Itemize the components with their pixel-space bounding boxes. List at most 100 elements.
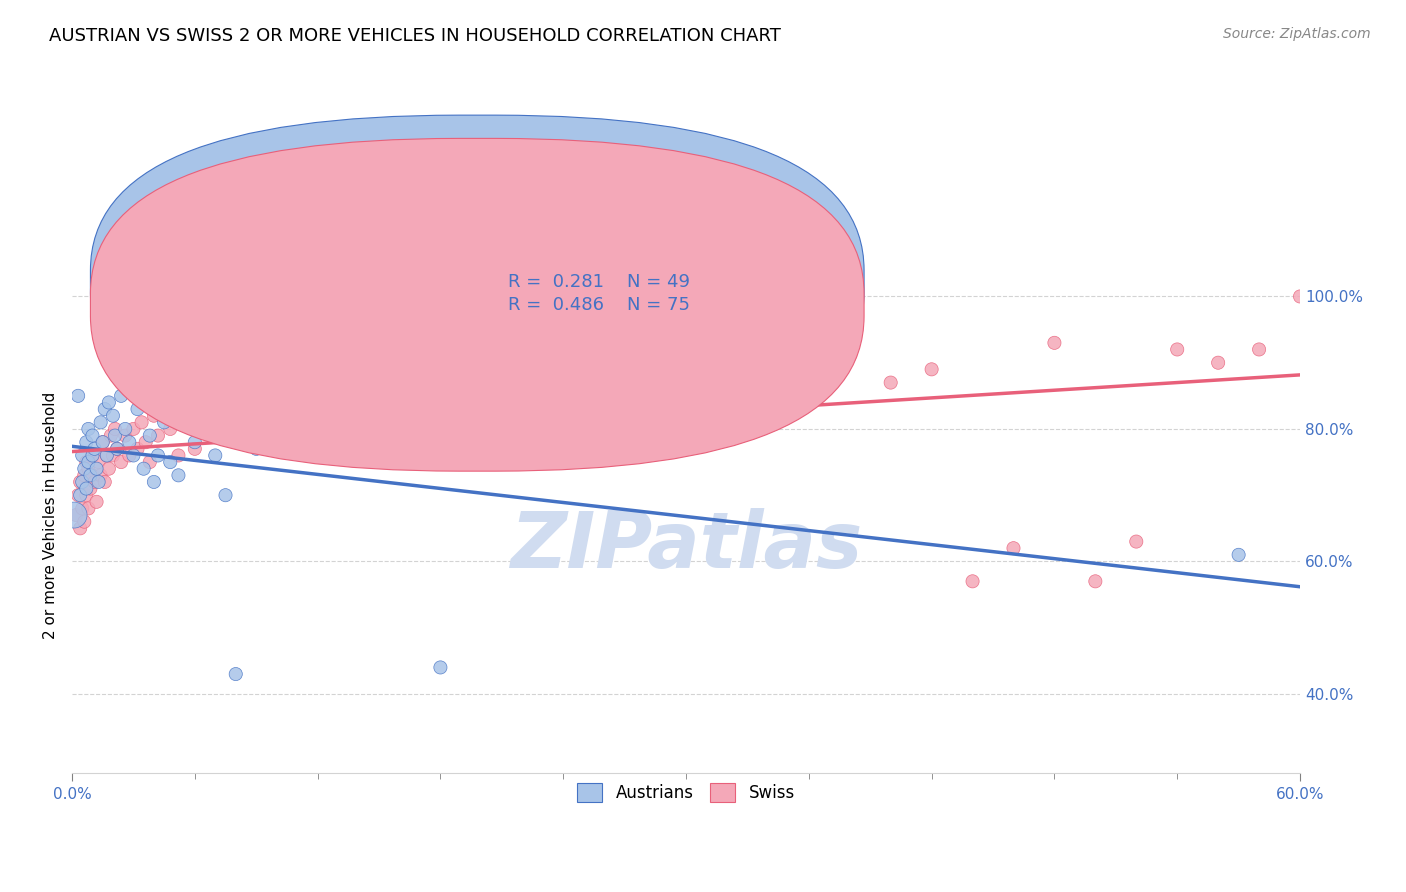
Point xyxy=(87,455,110,469)
Point xyxy=(1227,548,1250,562)
Point xyxy=(184,442,207,456)
Point xyxy=(70,501,93,516)
Point xyxy=(266,382,288,396)
Point xyxy=(139,455,162,469)
Point xyxy=(77,461,100,475)
Point xyxy=(87,475,110,489)
FancyBboxPatch shape xyxy=(440,264,778,324)
Legend: Austrians, Swiss: Austrians, Swiss xyxy=(571,776,801,809)
Point xyxy=(139,428,162,442)
Point xyxy=(101,449,124,463)
Point xyxy=(429,660,451,674)
Point xyxy=(167,468,190,483)
Point xyxy=(97,461,120,475)
Point xyxy=(127,402,149,417)
Point xyxy=(214,428,236,442)
Point xyxy=(675,376,697,390)
Point xyxy=(135,435,157,450)
Point xyxy=(114,428,136,442)
Point xyxy=(91,435,114,450)
FancyBboxPatch shape xyxy=(90,138,865,471)
Point xyxy=(105,442,128,456)
Point xyxy=(86,495,108,509)
Text: ZIPatlas: ZIPatlas xyxy=(510,508,862,584)
Point xyxy=(70,449,93,463)
Point xyxy=(204,449,226,463)
Point xyxy=(83,475,105,489)
Point xyxy=(63,508,86,522)
Point xyxy=(77,455,100,469)
Point xyxy=(553,368,575,383)
FancyBboxPatch shape xyxy=(90,115,865,448)
Point xyxy=(132,461,155,475)
Point xyxy=(204,389,226,403)
Text: R =  0.486    N = 75: R = 0.486 N = 75 xyxy=(508,296,690,314)
Point xyxy=(122,449,145,463)
Point xyxy=(879,376,901,390)
Point xyxy=(593,349,616,363)
Point xyxy=(756,356,779,370)
Point xyxy=(110,455,132,469)
Point xyxy=(307,368,329,383)
Point xyxy=(83,442,105,456)
Point xyxy=(326,376,349,390)
Point xyxy=(159,455,181,469)
Point xyxy=(77,422,100,436)
Point xyxy=(127,442,149,456)
Point xyxy=(90,415,112,429)
Point xyxy=(97,395,120,409)
Point xyxy=(69,488,91,502)
Point xyxy=(110,389,132,403)
Point xyxy=(159,422,181,436)
Point xyxy=(1125,534,1147,549)
Point xyxy=(167,449,190,463)
Point xyxy=(142,409,165,423)
Point xyxy=(79,482,101,496)
Point xyxy=(73,461,96,475)
Text: R =  0.281    N = 49: R = 0.281 N = 49 xyxy=(508,273,690,291)
Point xyxy=(245,376,267,390)
Point xyxy=(235,409,257,423)
Point xyxy=(94,402,117,417)
Point xyxy=(79,468,101,483)
Point xyxy=(69,475,91,489)
Point xyxy=(1249,343,1271,357)
Text: Source: ZipAtlas.com: Source: ZipAtlas.com xyxy=(1223,27,1371,41)
Point xyxy=(214,488,236,502)
Point xyxy=(1289,289,1312,303)
Point xyxy=(173,409,195,423)
Point xyxy=(347,389,370,403)
Point xyxy=(429,362,451,376)
Point xyxy=(105,442,128,456)
Point xyxy=(634,362,657,376)
Point xyxy=(194,422,217,436)
Point xyxy=(184,435,207,450)
Point xyxy=(75,488,97,502)
Point xyxy=(82,449,104,463)
Point xyxy=(838,349,860,363)
Point xyxy=(122,422,145,436)
Point xyxy=(146,428,169,442)
Point xyxy=(69,521,91,535)
Point xyxy=(225,402,247,417)
Point xyxy=(101,409,124,423)
Point xyxy=(94,475,117,489)
Point xyxy=(67,488,90,502)
Point xyxy=(235,428,257,442)
Point xyxy=(75,435,97,450)
Point xyxy=(962,574,984,589)
Point xyxy=(82,428,104,442)
Point xyxy=(266,422,288,436)
Point xyxy=(153,402,176,417)
Point xyxy=(347,395,370,409)
Text: AUSTRIAN VS SWISS 2 OR MORE VEHICLES IN HOUSEHOLD CORRELATION CHART: AUSTRIAN VS SWISS 2 OR MORE VEHICLES IN … xyxy=(49,27,782,45)
Point xyxy=(75,455,97,469)
Point xyxy=(77,501,100,516)
Point xyxy=(131,415,153,429)
Point xyxy=(245,442,267,456)
Point xyxy=(285,395,308,409)
Point xyxy=(194,415,217,429)
Point xyxy=(104,422,127,436)
Point xyxy=(388,368,411,383)
Point xyxy=(73,468,96,483)
